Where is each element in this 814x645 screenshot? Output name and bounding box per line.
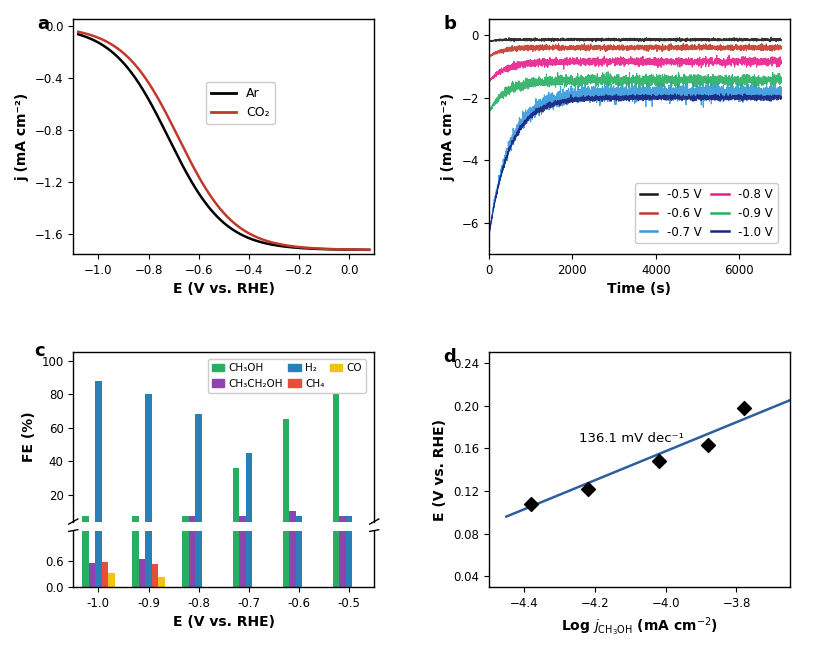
Bar bbox=[102, 562, 108, 587]
Bar bbox=[333, 376, 339, 528]
Text: b: b bbox=[444, 15, 457, 33]
Bar bbox=[233, 0, 239, 587]
Text: c: c bbox=[34, 342, 45, 361]
Bar bbox=[95, 0, 102, 587]
Bar bbox=[195, 414, 202, 528]
Bar bbox=[289, 511, 295, 528]
X-axis label: Log $j_\mathrm{CH_3OH}$ (mA cm$^{-2}$): Log $j_\mathrm{CH_3OH}$ (mA cm$^{-2}$) bbox=[561, 615, 718, 638]
Bar bbox=[295, 262, 302, 587]
Bar bbox=[138, 559, 145, 587]
Bar bbox=[182, 262, 189, 587]
Bar bbox=[239, 516, 246, 528]
Bar bbox=[132, 516, 138, 528]
X-axis label: E (V vs. RHE): E (V vs. RHE) bbox=[173, 615, 275, 630]
Bar bbox=[282, 419, 289, 528]
Bar bbox=[289, 132, 295, 587]
Y-axis label: j (mA cm⁻²): j (mA cm⁻²) bbox=[442, 92, 456, 181]
Text: 136.1 mV dec⁻¹: 136.1 mV dec⁻¹ bbox=[579, 432, 684, 444]
Y-axis label: j (mA cm⁻²): j (mA cm⁻²) bbox=[15, 92, 29, 181]
Bar bbox=[95, 381, 102, 528]
Point bbox=[581, 484, 594, 494]
Bar bbox=[108, 573, 115, 587]
Bar bbox=[339, 516, 346, 528]
Bar bbox=[295, 516, 302, 528]
Bar bbox=[151, 564, 158, 587]
X-axis label: Time (s): Time (s) bbox=[607, 282, 671, 296]
Bar bbox=[182, 516, 189, 528]
Text: a: a bbox=[37, 15, 49, 33]
Y-axis label: E (V vs. RHE): E (V vs. RHE) bbox=[433, 419, 447, 521]
Point bbox=[524, 499, 537, 509]
Bar bbox=[138, 527, 145, 528]
Bar bbox=[89, 563, 95, 587]
Legend: CH₃OH, CH₃CH₂OH, H₂, CH₄, CO: CH₃OH, CH₃CH₂OH, H₂, CH₄, CO bbox=[208, 359, 366, 393]
X-axis label: E (V vs. RHE): E (V vs. RHE) bbox=[173, 282, 275, 296]
Bar bbox=[189, 262, 195, 587]
Bar bbox=[82, 516, 89, 528]
Bar bbox=[145, 394, 151, 528]
Point bbox=[737, 402, 750, 413]
Bar bbox=[282, 0, 289, 587]
Bar bbox=[246, 453, 252, 528]
Bar bbox=[246, 0, 252, 587]
Bar bbox=[239, 262, 246, 587]
Bar bbox=[195, 0, 202, 587]
Legend: -0.5 V, -0.6 V, -0.7 V, -0.8 V, -0.9 V, -1.0 V: -0.5 V, -0.6 V, -0.7 V, -0.8 V, -0.9 V, … bbox=[635, 183, 777, 243]
Point bbox=[702, 440, 715, 450]
Text: d: d bbox=[444, 348, 456, 366]
Bar bbox=[145, 0, 151, 587]
Point bbox=[652, 456, 665, 466]
Y-axis label: FE (%): FE (%) bbox=[22, 412, 36, 462]
Bar bbox=[339, 262, 346, 587]
Bar bbox=[333, 0, 339, 587]
Bar bbox=[233, 468, 239, 528]
Bar bbox=[189, 516, 195, 528]
Bar bbox=[346, 262, 352, 587]
Bar bbox=[82, 262, 89, 587]
Bar bbox=[158, 577, 164, 587]
Bar bbox=[132, 262, 138, 587]
Bar bbox=[102, 527, 108, 528]
Legend: Ar, CO₂: Ar, CO₂ bbox=[206, 82, 274, 124]
Bar bbox=[346, 516, 352, 528]
